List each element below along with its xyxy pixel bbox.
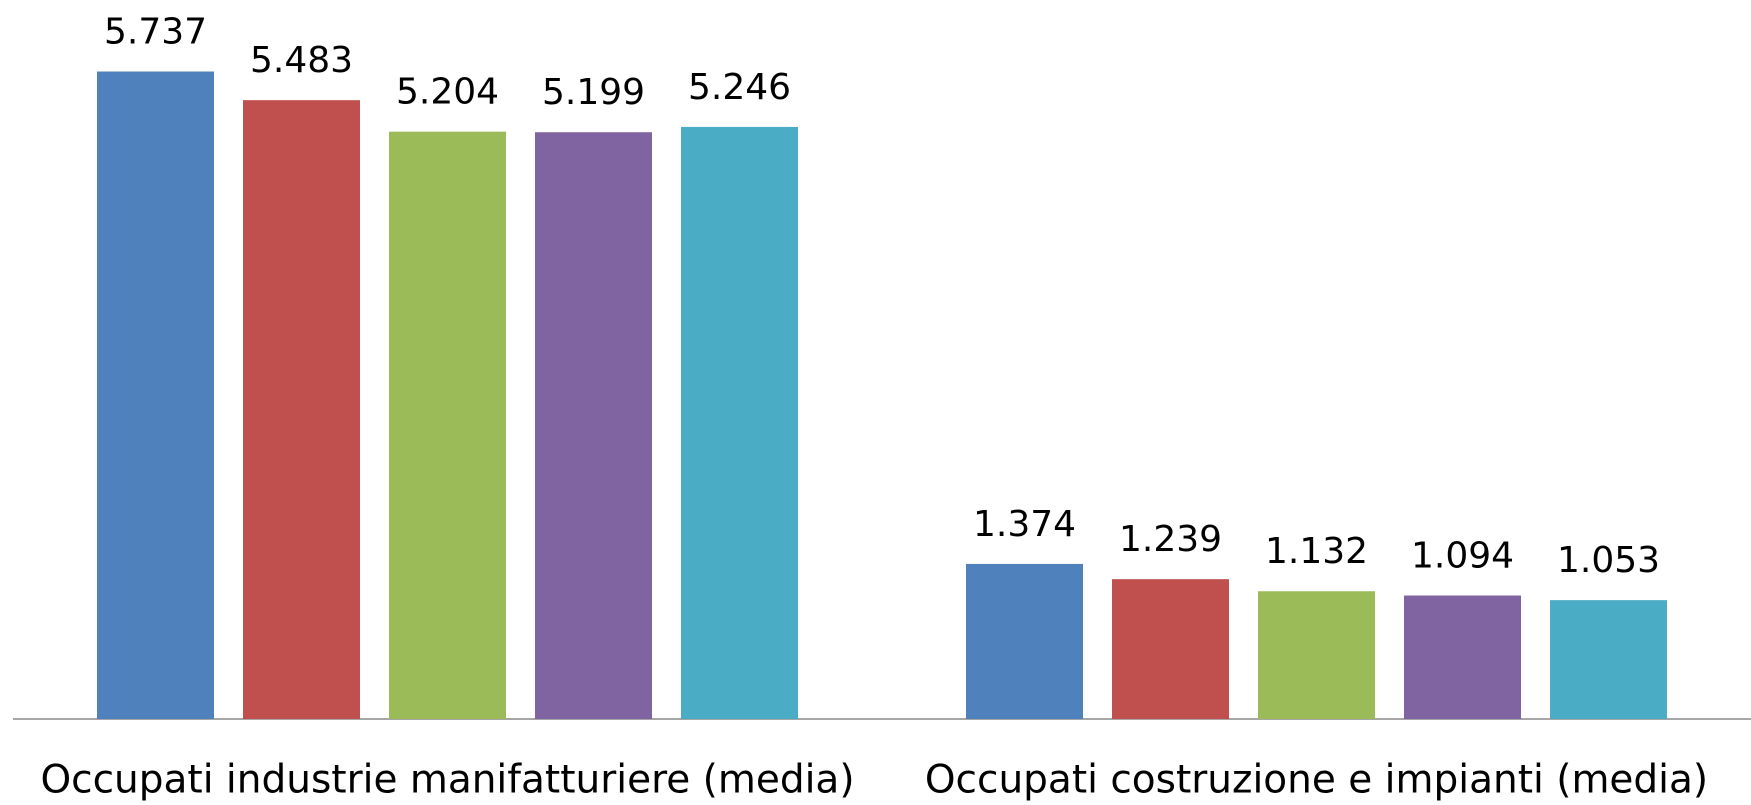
- bar: [535, 132, 652, 719]
- bar: [1404, 595, 1521, 719]
- value-label: 5.204: [396, 72, 499, 113]
- bar: [1258, 591, 1375, 719]
- bar: [1112, 579, 1229, 719]
- value-label: 1.094: [1411, 536, 1514, 577]
- bar: [97, 71, 214, 719]
- bar: [681, 126, 798, 720]
- x-tick-label: Occupati costruzione e impianti (media): [925, 758, 1708, 803]
- value-label: 1.132: [1265, 531, 1368, 572]
- value-label: 1.374: [973, 504, 1076, 545]
- value-label: 5.737: [104, 12, 207, 53]
- bar: [243, 100, 360, 719]
- bar: [389, 131, 506, 719]
- x-tick-label: Occupati industrie manifatturiere (media…: [40, 758, 854, 803]
- value-label: 5.199: [542, 72, 645, 113]
- bar: [966, 563, 1083, 719]
- value-label: 1.053: [1557, 540, 1660, 581]
- value-label: 5.483: [250, 40, 353, 81]
- value-label: 5.246: [688, 67, 791, 108]
- bar: [1550, 600, 1667, 719]
- value-label: 1.239: [1119, 519, 1222, 560]
